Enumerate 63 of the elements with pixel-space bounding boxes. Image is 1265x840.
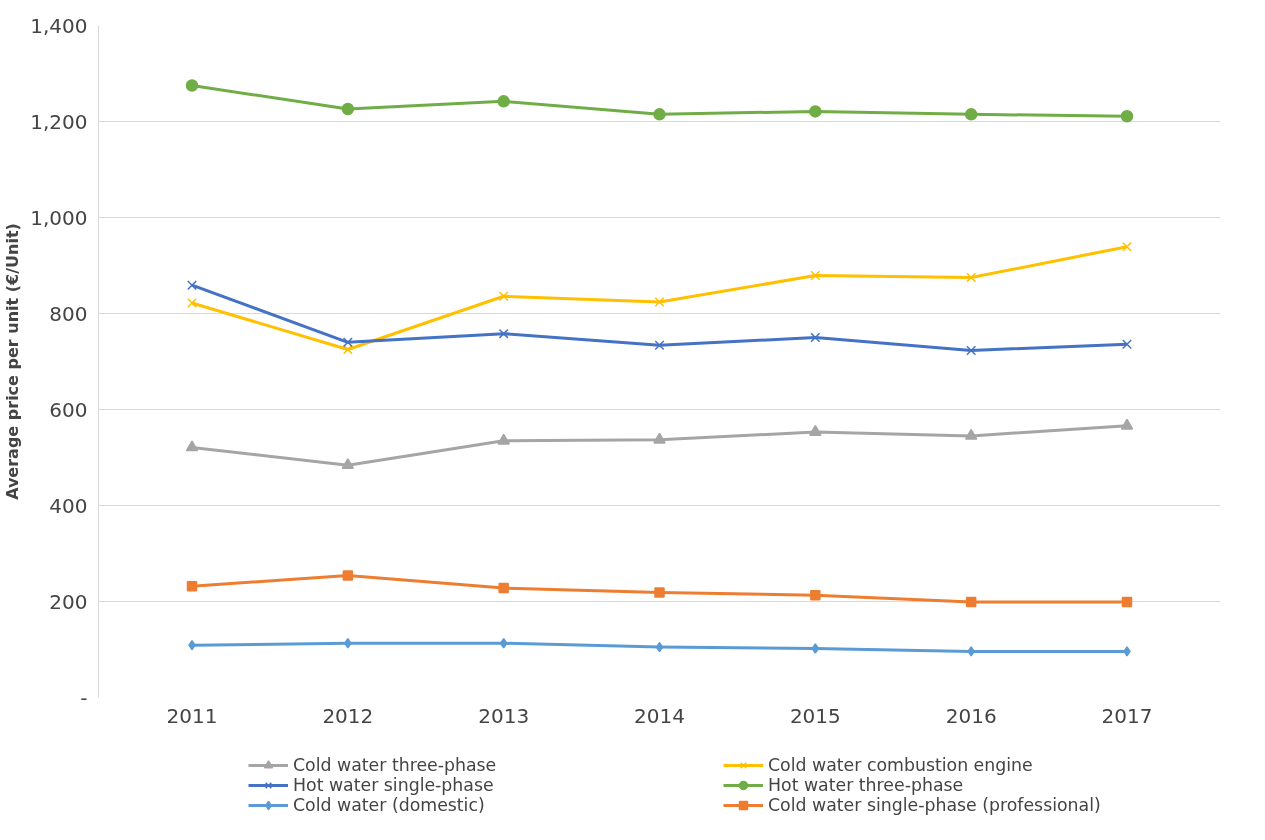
point <box>1120 109 1134 123</box>
point <box>499 638 508 649</box>
y-tick-label: 1,200 <box>30 109 88 134</box>
y-tick-label: - <box>80 685 88 710</box>
legend-label: Cold water three-phase <box>293 755 498 775</box>
point <box>965 596 977 608</box>
point <box>185 79 199 92</box>
point <box>653 108 666 121</box>
y-tick-label: 600 <box>49 397 88 422</box>
point <box>498 328 509 339</box>
x-tick-label: 2013 <box>478 703 530 728</box>
point <box>187 297 197 308</box>
x-tick-label: 2015 <box>789 703 841 728</box>
x-tick-label: 2016 <box>945 703 997 728</box>
y-axis-title: Average price per unit (€/Unit) <box>3 223 23 500</box>
legend-label: Hot water three-phase <box>768 775 965 795</box>
point <box>497 433 510 445</box>
point <box>654 340 665 351</box>
x-tick-label: 2011 <box>166 703 218 728</box>
point <box>964 428 978 440</box>
point <box>341 102 355 116</box>
legend-label: Hot water single-phase <box>293 775 495 795</box>
y-tick-label: 200 <box>49 589 88 614</box>
point <box>811 643 820 654</box>
point <box>809 424 822 436</box>
point <box>964 108 978 121</box>
point <box>809 105 822 118</box>
point <box>966 345 977 356</box>
point <box>342 344 353 355</box>
y-tick-label: 1,400 <box>30 13 88 38</box>
point <box>1122 241 1132 252</box>
point <box>497 95 510 108</box>
point <box>186 580 198 592</box>
point <box>654 587 665 598</box>
point <box>1122 339 1132 350</box>
y-tick-label: 800 <box>49 301 88 326</box>
point <box>967 646 975 657</box>
point <box>966 272 977 283</box>
point <box>185 440 199 452</box>
legend-label: Cold water (domestic) <box>293 795 486 815</box>
point <box>810 270 821 281</box>
point <box>1121 596 1133 608</box>
point <box>187 280 197 291</box>
point <box>344 638 352 649</box>
x-tick-label: 2012 <box>322 703 374 728</box>
y-tick-label: 400 <box>49 493 88 518</box>
point <box>655 641 664 653</box>
point <box>653 432 666 444</box>
x-tick-label: 2014 <box>634 703 685 728</box>
point <box>342 570 354 581</box>
legend-label: Cold water combustion engine <box>768 755 1034 775</box>
point <box>1120 418 1134 430</box>
point <box>342 337 353 348</box>
point <box>810 332 821 343</box>
point <box>810 590 821 601</box>
point <box>498 291 509 302</box>
x-tick-label: 2017 <box>1101 703 1153 728</box>
point <box>1123 646 1131 657</box>
y-tick-label: 1,000 <box>30 205 88 230</box>
point <box>498 582 509 594</box>
legend-label: Cold water single-phase (professional) <box>768 795 1102 815</box>
point <box>654 296 665 307</box>
point <box>341 458 355 470</box>
